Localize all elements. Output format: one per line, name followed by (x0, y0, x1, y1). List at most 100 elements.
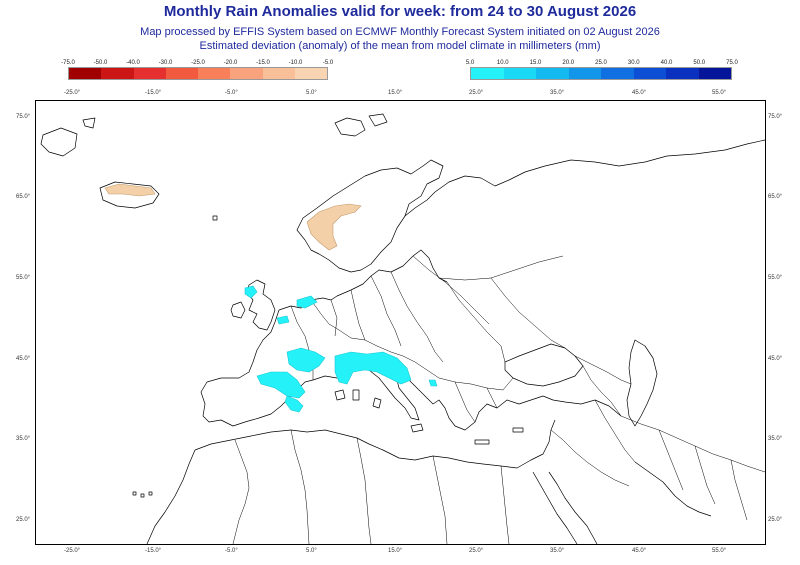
wet-anomaly-adriatic (428, 379, 438, 387)
legend-negative-colorbar (68, 67, 328, 80)
axis-label: 5.0° (306, 548, 317, 554)
axis-label: 45.0° (632, 548, 647, 554)
legend-swatch (69, 68, 102, 79)
british-isles (230, 279, 276, 331)
axis-label: 25.0° (469, 90, 484, 96)
middle-east-coast (516, 395, 622, 469)
axis-label: 35.0° (550, 548, 565, 554)
legend-tick-label: -30.0 (158, 60, 173, 66)
canary-islands (132, 491, 153, 498)
svalbard-outline (334, 113, 388, 137)
dry-anomaly-norway (306, 203, 362, 251)
baltic-coast (336, 249, 448, 297)
greenland-coast (40, 117, 96, 157)
legend-swatch (633, 68, 666, 79)
rain-anomaly-dry (104, 183, 362, 251)
axis-label: 55.0° (768, 275, 783, 281)
axis-label: 65.0° (768, 194, 783, 200)
wet-anomaly-spain (284, 395, 304, 413)
legend-swatch (133, 68, 166, 79)
legend-negative-anomaly: -75.0 -50.0 -40.0 -30.0 -25.0 -20.0 -15.0 -10.0… (61, 60, 333, 85)
legend-swatch (471, 68, 504, 79)
wet-anomaly-scotland (244, 285, 258, 299)
axis-label: -15.0° (145, 548, 162, 554)
legend-tick-label: -15.0 (256, 60, 270, 66)
legend-positive-ticks: 5.0 10.0 15.0 20.0 25.0 30.0 40.0 50.0 75.0 (466, 60, 738, 68)
axis-label: -5.0° (225, 548, 238, 554)
legend-tick-label: 30.0 (627, 60, 640, 66)
dry-anomaly-iceland (104, 183, 156, 197)
axis-label: 45.0° (632, 90, 647, 96)
legend-swatch (503, 68, 536, 79)
legend-swatch (101, 68, 134, 79)
legend-swatch (568, 68, 601, 79)
legend-tick-label: 15.0 (529, 60, 542, 66)
axis-label: 25.0° (469, 548, 484, 554)
legend-tick-label: 5.0 (465, 60, 475, 66)
finland-russia-north (404, 139, 766, 217)
axis-label: 45.0° (16, 356, 31, 362)
legend-negative-ticks: -75.0 -50.0 -40.0 -30.0 -25.0 -20.0 -15.0 -10.0… (61, 60, 333, 68)
wet-anomaly-southwest-france (256, 371, 306, 399)
legend-positive-anomaly: 5.0 10.0 15.0 20.0 25.0 30.0 40.0 50.0 75.0 (466, 60, 738, 85)
axis-label: 35.0° (768, 436, 783, 442)
axis-label: 55.0° (712, 90, 727, 96)
legend-tick-label: -5.0 (322, 60, 334, 66)
legend-swatch (294, 68, 327, 79)
caspian-sea (626, 339, 658, 427)
persian-gulf (634, 461, 712, 517)
axis-label: 75.0° (768, 114, 783, 120)
axis-label: 75.0° (16, 114, 31, 120)
legend-swatch (601, 68, 634, 79)
border-lines-africa-asia (232, 399, 766, 545)
legend-tick-label: -25.0 (191, 60, 205, 66)
wet-anomaly-north-sea (296, 295, 318, 309)
axis-label: 5.0° (306, 90, 317, 96)
iceland-outline (99, 181, 160, 209)
legend-tick-label: -20.0 (223, 60, 238, 66)
map-subtitle-description: Estimated deviation (anomaly) of the mea… (199, 40, 601, 52)
axis-label: -25.0° (64, 90, 81, 96)
legend-swatch (536, 68, 569, 79)
legend-tick-label: 20.0 (562, 60, 575, 66)
axis-label: 55.0° (712, 548, 727, 554)
axis-label: 65.0° (16, 194, 31, 200)
axis-label: -15.0° (145, 90, 162, 96)
north-africa-coast (194, 429, 518, 469)
legend-positive-colorbar (470, 67, 732, 80)
red-sea (532, 471, 598, 545)
axis-label: 35.0° (16, 436, 31, 442)
country-borders (232, 255, 766, 545)
atlantic-africa-coast (146, 449, 196, 545)
legend-swatch (666, 68, 699, 79)
axis-label: -25.0° (64, 548, 81, 554)
legend-tick-label: -10.0 (288, 60, 303, 66)
scandinavia (296, 159, 444, 273)
legend-tick-label: 25.0 (595, 60, 607, 66)
rain-anomaly-wet (244, 285, 438, 413)
axis-label: 15.0° (388, 90, 403, 96)
legend-tick-label: 40.0 (660, 60, 673, 66)
europe-map (35, 100, 766, 545)
axis-label: 35.0° (550, 90, 565, 96)
faroe-islands (212, 215, 218, 221)
axis-label: 25.0° (16, 517, 31, 523)
coastlines-and-borders (40, 113, 766, 545)
legend-swatch (198, 68, 231, 79)
legend-swatch (165, 68, 198, 79)
map-title: Monthly Rain Anomalies valid for week: f… (163, 3, 637, 20)
legend-tick-label: -50.0 (93, 60, 108, 66)
axis-label: 25.0° (768, 517, 783, 523)
axis-label: 45.0° (768, 356, 783, 362)
axis-label: 55.0° (16, 275, 31, 281)
border-lines-europe (290, 255, 632, 423)
legend-tick-label: -75.0 (61, 60, 75, 66)
map-subtitle-source: Map processed by EFFIS System based on E… (140, 26, 660, 38)
legend-tick-label: 75.0 (726, 60, 738, 66)
wet-anomaly-channel (276, 315, 290, 325)
wet-anomaly-alps-italy (334, 351, 412, 385)
legend-tick-label: -40.0 (126, 60, 140, 66)
axis-label: -5.0° (225, 90, 238, 96)
mediterranean-islands (334, 389, 524, 445)
wet-anomaly-france (286, 347, 326, 373)
